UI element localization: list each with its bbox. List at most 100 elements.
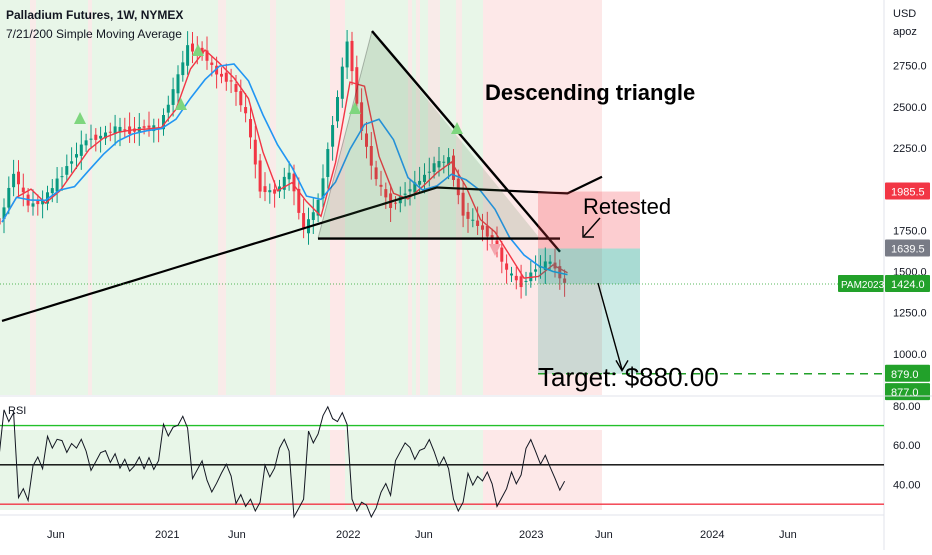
price-badge [885,364,930,382]
price-badge-label: 879.0 [891,369,919,381]
buy-signal-marker [192,44,204,56]
pattern-annotation: Descending triangle [485,80,695,105]
candle-body [408,189,412,192]
candle-body [394,202,397,204]
candle-body [287,172,291,180]
regime-band-rsi [345,430,405,510]
target-annotation: Target: $880.00 [538,362,719,392]
regime-stripe [218,0,226,395]
candle-body [89,138,93,140]
candle-body [176,74,180,94]
retest-arrow [583,217,601,237]
time-axis-tick: Jun [595,529,613,541]
buy-signal-marker [451,122,463,134]
candle-body [548,261,552,264]
price-badge [885,239,930,257]
candle-body [31,203,35,207]
regime-band-rsi [405,430,483,510]
currency-label: USD [893,8,917,20]
candle-body [7,187,11,208]
candle-body [244,107,248,114]
candle-body [220,73,223,77]
candle-body [437,161,441,168]
candle-body [413,182,417,193]
candle-body [2,207,6,220]
candle-body [321,178,325,199]
candle-body [519,276,523,288]
candle-body [118,126,122,133]
candle-body [17,171,20,185]
buy-signal-marker [175,98,187,110]
projection-arrowhead [615,360,629,373]
candle-body [84,140,88,146]
rsi-line [0,405,566,519]
currency-sub-label: apoz [893,26,917,38]
rsi-axis-tick: 60.00 [893,440,921,452]
retest-arrowhead [582,226,594,238]
candle-body [268,190,272,193]
candle-body [403,193,407,195]
price-axis-tick: 1250.0 [893,308,927,320]
candle-body [345,41,349,68]
candle-body [534,269,538,272]
candle-body [12,173,16,188]
candle-body [273,189,277,194]
candle-body [224,72,228,82]
price-axis-tick: 2500.0 [893,102,927,114]
target-zone [538,284,640,374]
candle-body [514,275,518,281]
price-badge-label: 1639.5 [891,244,925,256]
candle-body [263,186,267,193]
candle-body [432,163,436,172]
candle-body [302,213,306,230]
candle-body [162,114,165,130]
stop-zone [538,191,640,249]
candle-body [191,43,194,52]
candle-body [229,80,233,82]
candle-body [21,187,25,193]
price-axis-tick: 1750.0 [893,225,927,237]
candle-body [374,167,378,180]
candle-body [297,188,301,213]
regime-band-rsi [483,430,602,510]
candle-body [500,247,504,262]
candle-body [563,278,567,283]
time-axis-tick: 2022 [336,529,360,541]
candle-body [442,161,446,163]
candle-body [485,225,489,237]
candle-body [36,201,40,205]
candle-body [384,189,388,198]
symbol-tag [838,275,884,293]
candle-body [147,125,151,128]
time-axis-tick: Jun [415,529,433,541]
candle-body [239,91,243,106]
candle-body [55,178,59,192]
candle-body [379,184,383,187]
candle-body [75,154,78,158]
ma7-line [1,48,568,279]
regime-stripe [416,0,420,395]
candle-body [452,155,455,180]
candle-body [471,219,475,221]
buy-signal-marker [74,112,86,124]
price-axis-tick: 1000.0 [893,349,927,361]
candle-body [447,157,451,166]
candle-body [524,280,528,282]
triangle-left-edge [317,30,373,239]
candle-body [123,129,127,131]
candle-body [360,102,364,131]
candle-body [186,45,190,66]
regime-band-rsi [330,430,345,510]
candle-body [166,104,170,113]
candle-body [510,273,513,276]
candle-body [249,118,252,138]
rsi-axis-tick: 40.00 [893,479,921,491]
candle-body [79,144,83,156]
candle-body [369,146,373,166]
candle-body [113,126,117,134]
time-axis-tick: 2024 [700,529,724,541]
candle-body [311,212,315,220]
candle-body [282,176,286,190]
